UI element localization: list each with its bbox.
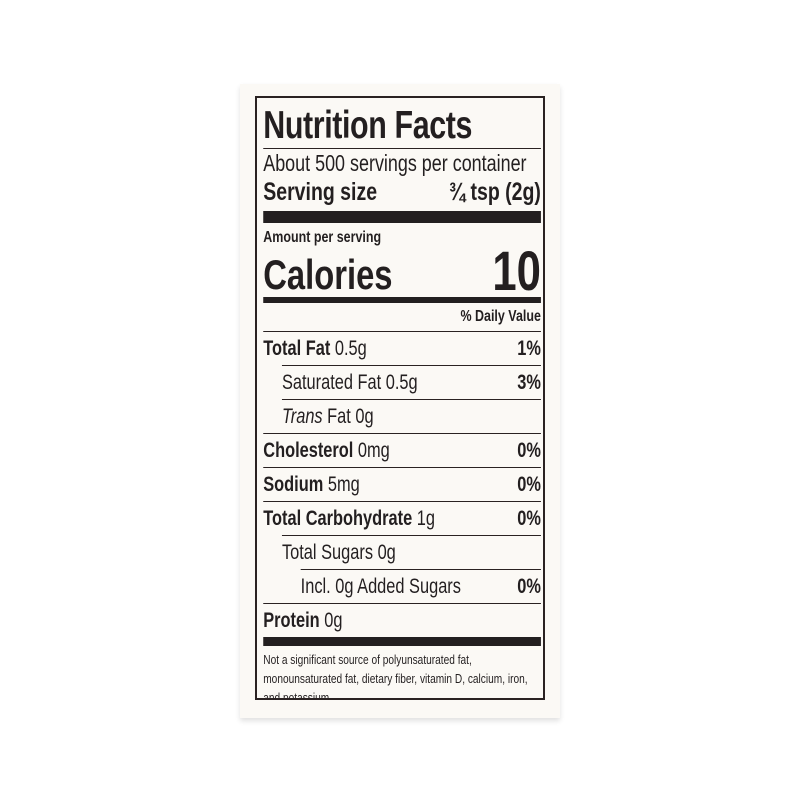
- nutrient-dv: 0%: [517, 473, 541, 496]
- nutrient-name: Total Sugars: [281, 541, 374, 564]
- nutrient-dv: 1%: [517, 337, 541, 360]
- thick-divider: [263, 637, 541, 646]
- nutrition-facts-label: Nutrition Facts About 500 servings per c…: [255, 96, 545, 700]
- nutrient-row: Saturated Fat 0.5g 3%: [281, 365, 541, 399]
- thick-divider: [263, 211, 541, 223]
- nutrient-dv: 0%: [517, 575, 541, 598]
- daily-value-header: % Daily Value: [460, 308, 541, 325]
- nutrient-amount: 0mg: [357, 439, 390, 462]
- divider: [263, 148, 541, 149]
- serving-size-label: Serving size: [263, 178, 378, 206]
- nutrient-amount: 0g: [324, 609, 343, 632]
- nutrient-amount: 0.5g: [385, 371, 418, 394]
- nutrient-amount: 0.5g: [334, 337, 367, 360]
- nutrient-row: Sodium 5mg 0%: [263, 467, 541, 501]
- nutrient-amount: 5mg: [327, 473, 360, 496]
- nutrient-amount: 1g: [416, 507, 435, 530]
- calories-row: Calories 10: [263, 239, 541, 302]
- nutrient-name: Total Fat: [263, 337, 331, 360]
- nutrient-row: Total Fat 0.5g 1%: [263, 331, 541, 365]
- nutrient-amount: 0g: [355, 405, 374, 428]
- nutrient-dv: 0%: [517, 439, 541, 462]
- nutrient-row: Total Carbohydrate 1g 0%: [263, 501, 541, 535]
- calories-label: Calories: [263, 251, 393, 298]
- calories-value: 10: [492, 239, 541, 302]
- package-panel: [240, 84, 560, 718]
- nutrient-name: Cholesterol: [263, 439, 354, 462]
- nutrient-row: Incl. 0g Added Sugars 0%: [300, 569, 541, 603]
- label-title: Nutrition Facts: [263, 104, 473, 147]
- nutrient-name: Sodium: [263, 473, 324, 496]
- nutrient-name-suffix: Fat: [327, 405, 351, 428]
- nutrient-row: Cholesterol 0mg 0%: [263, 433, 541, 467]
- servings-per-container: About 500 servings per container: [263, 150, 527, 176]
- nutrient-name: Trans: [281, 405, 323, 428]
- serving-size: Serving size ¾ tsp (2g): [263, 177, 541, 207]
- nutrient-dv: 3%: [517, 371, 541, 394]
- nutrient-name: Incl. 0g Added Sugars: [300, 575, 461, 598]
- nutrient-amount: 0g: [377, 541, 396, 564]
- nutrient-name: Saturated Fat: [281, 371, 382, 394]
- footnote: Not a significant source of polyunsatura…: [263, 652, 528, 700]
- nutrient-row: Total Sugars 0g: [281, 535, 541, 569]
- nutrient-name: Protein: [263, 609, 320, 632]
- nutrient-row: Protein 0g: [263, 603, 541, 637]
- nutrient-dv: 0%: [517, 507, 541, 530]
- medium-divider: [263, 297, 541, 303]
- amount-per-serving: Amount per serving: [263, 229, 382, 246]
- nutrient-name: Total Carbohydrate: [263, 507, 413, 530]
- nutrient-row: Trans Fat 0g: [281, 399, 541, 433]
- serving-size-value: ¾ tsp (2g): [448, 178, 541, 206]
